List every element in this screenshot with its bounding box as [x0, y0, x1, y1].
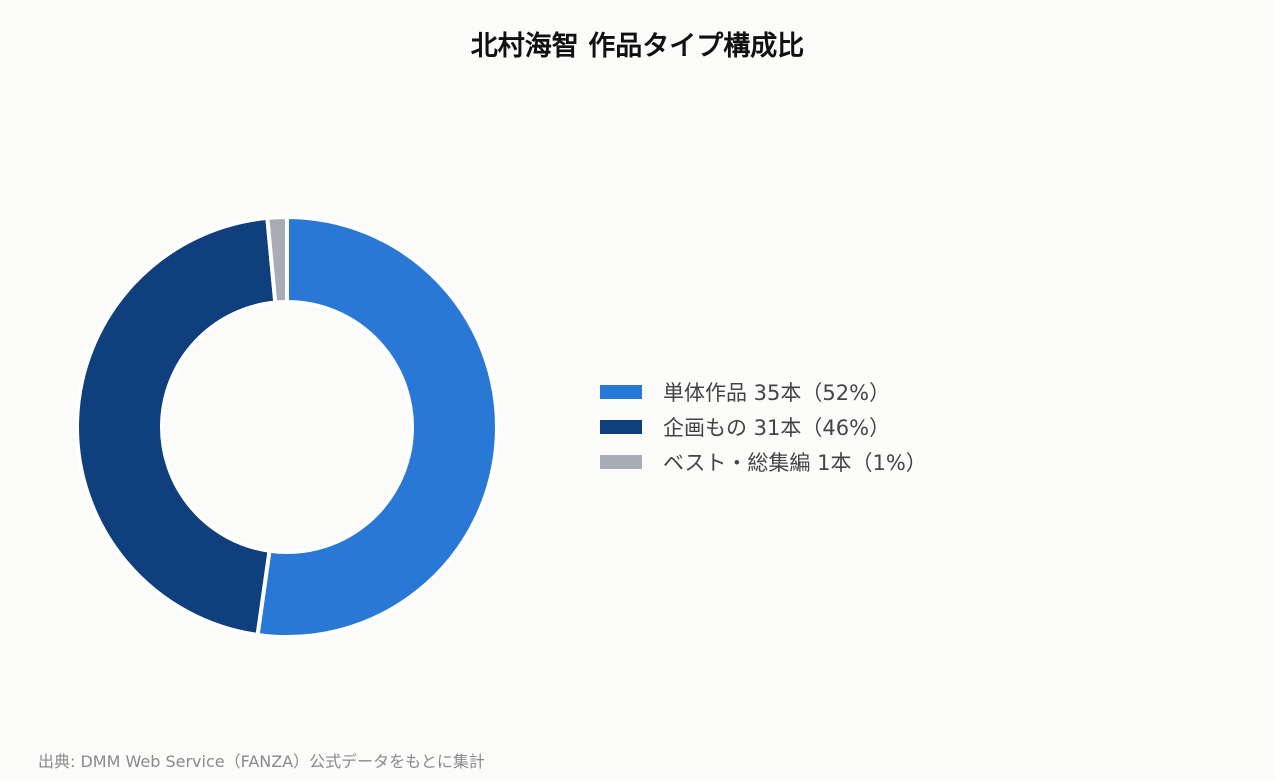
legend-item-3: ベスト・総集編 1本（1%） — [600, 444, 927, 479]
legend-swatch — [600, 454, 642, 469]
donut-slice-2 — [75, 215, 278, 638]
donut-slice-1 — [255, 214, 499, 639]
donut-slice-3 — [265, 214, 289, 305]
legend-item-2: 企画もの 31本（46%） — [600, 409, 927, 444]
chart-legend: 単体作品 35本（52%） 企画もの 31本（46%） ベスト・総集編 1本（1%） — [600, 374, 927, 479]
legend-swatch — [600, 384, 642, 399]
legend-item-1: 単体作品 35本（52%） — [600, 374, 927, 409]
legend-label: 単体作品 35本（52%） — [663, 380, 891, 405]
chart-title: 北村海智 作品タイプ構成比 — [470, 31, 805, 62]
source-note: 出典: DMM Web Service（FANZA）公式データをもとに集計 — [38, 752, 485, 771]
legend-label: 企画もの 31本（46%） — [663, 415, 891, 440]
donut-chart — [75, 214, 499, 639]
legend-label: ベスト・総集編 1本（1%） — [663, 450, 927, 475]
legend-swatch — [600, 419, 642, 434]
